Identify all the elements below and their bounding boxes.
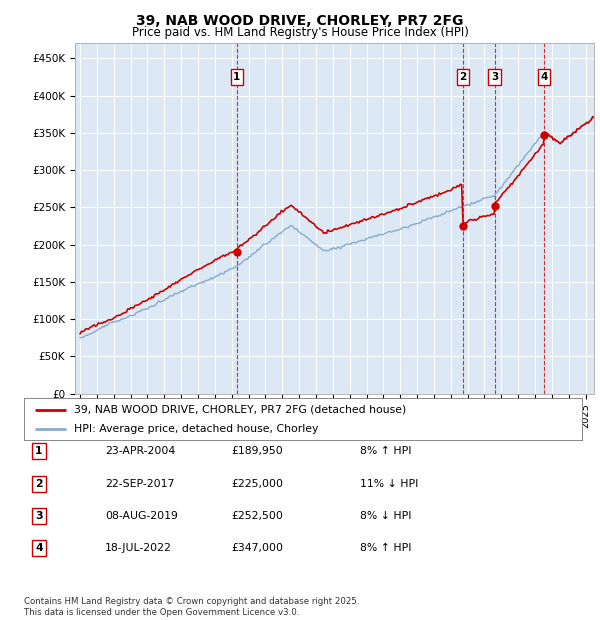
Text: 1: 1 — [233, 72, 241, 82]
Text: 3: 3 — [35, 511, 43, 521]
Text: 08-AUG-2019: 08-AUG-2019 — [105, 511, 178, 521]
Text: 23-APR-2004: 23-APR-2004 — [105, 446, 175, 456]
Text: 39, NAB WOOD DRIVE, CHORLEY, PR7 2FG: 39, NAB WOOD DRIVE, CHORLEY, PR7 2FG — [136, 14, 464, 28]
Text: 22-SEP-2017: 22-SEP-2017 — [105, 479, 175, 489]
Text: 39, NAB WOOD DRIVE, CHORLEY, PR7 2FG (detached house): 39, NAB WOOD DRIVE, CHORLEY, PR7 2FG (de… — [74, 405, 406, 415]
Text: HPI: Average price, detached house, Chorley: HPI: Average price, detached house, Chor… — [74, 424, 319, 434]
Text: 3: 3 — [491, 72, 498, 82]
Text: £225,000: £225,000 — [231, 479, 283, 489]
Text: 8% ↑ HPI: 8% ↑ HPI — [360, 543, 412, 553]
Text: £347,000: £347,000 — [231, 543, 283, 553]
Text: 1: 1 — [35, 446, 43, 456]
Text: 2: 2 — [35, 479, 43, 489]
Text: £189,950: £189,950 — [231, 446, 283, 456]
Text: 8% ↓ HPI: 8% ↓ HPI — [360, 511, 412, 521]
Text: 8% ↑ HPI: 8% ↑ HPI — [360, 446, 412, 456]
Text: 4: 4 — [35, 543, 43, 553]
Text: Contains HM Land Registry data © Crown copyright and database right 2025.
This d: Contains HM Land Registry data © Crown c… — [24, 598, 359, 617]
Text: 4: 4 — [541, 72, 548, 82]
Text: £252,500: £252,500 — [231, 511, 283, 521]
Text: 18-JUL-2022: 18-JUL-2022 — [105, 543, 172, 553]
Text: 2: 2 — [459, 72, 467, 82]
Text: Price paid vs. HM Land Registry's House Price Index (HPI): Price paid vs. HM Land Registry's House … — [131, 26, 469, 39]
Text: 11% ↓ HPI: 11% ↓ HPI — [360, 479, 418, 489]
